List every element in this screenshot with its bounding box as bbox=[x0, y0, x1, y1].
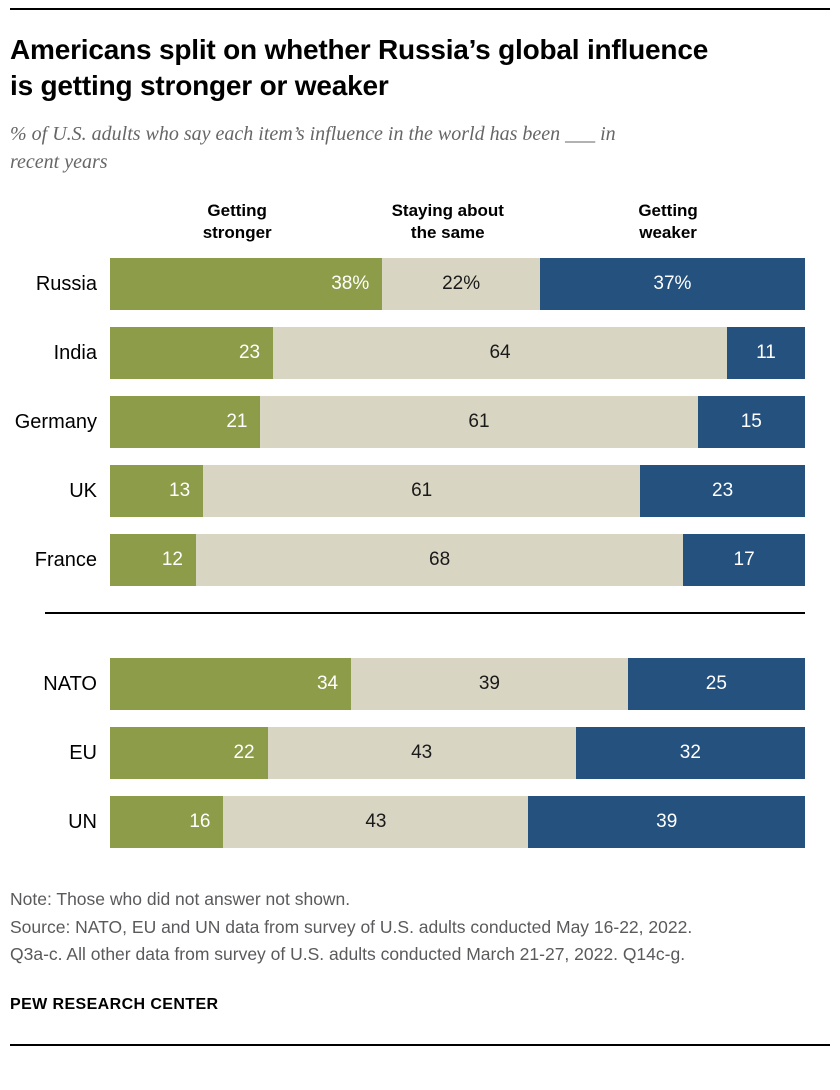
row-label: UN bbox=[68, 810, 97, 833]
segment-stronger: 21 bbox=[110, 396, 261, 449]
segment-same: 39 bbox=[351, 658, 628, 711]
bar-groups: Russia 38% 22% 37% India 23 64 11 Germany 21 61 15 U… bbox=[10, 258, 830, 849]
stacked-bar: 13 61 23 bbox=[110, 465, 805, 518]
chart-subtitle-line1: % of U.S. adults who say each item’s inf… bbox=[10, 122, 616, 145]
segment-stronger: 16 bbox=[110, 796, 224, 849]
bar-row-eu: EU 22 43 32 bbox=[10, 727, 830, 780]
bar-row-nato: NATO 34 39 25 bbox=[10, 658, 830, 711]
segment-stronger: 22 bbox=[110, 727, 268, 780]
row-label: EU bbox=[69, 741, 97, 764]
segment-value: 22 bbox=[233, 742, 255, 764]
stacked-bar: 34 39 25 bbox=[110, 658, 805, 711]
segment-value: 37% bbox=[653, 273, 692, 295]
chart-title-line2: is getting stronger or weaker bbox=[10, 69, 389, 101]
bottom-rule bbox=[10, 1043, 830, 1046]
segment-value: 39 bbox=[656, 811, 678, 833]
row-label: Germany bbox=[14, 410, 97, 433]
chart-footer: Note: Those who did not answer not shown… bbox=[10, 886, 830, 967]
segment-value: 38% bbox=[331, 273, 370, 295]
stacked-bar-chart: Getting stronger Staying about the same … bbox=[10, 194, 830, 849]
top-rule bbox=[10, 8, 830, 10]
segment-value: 17 bbox=[733, 549, 755, 571]
chart-title: Americans split on whether Russia’s glob… bbox=[10, 32, 830, 104]
row-label: India bbox=[53, 341, 97, 364]
bar-row-india: India 23 64 11 bbox=[10, 327, 830, 380]
segment-weaker: 11 bbox=[726, 327, 805, 380]
segment-value: 61 bbox=[411, 480, 433, 502]
chart-subtitle: % of U.S. adults who say each item’s inf… bbox=[10, 120, 830, 177]
bar-row-france: France 12 68 17 bbox=[10, 534, 830, 587]
segment-value: 32 bbox=[679, 742, 701, 764]
note-text: Note: Those who did not answer not shown… bbox=[10, 889, 351, 910]
segment-value: 11 bbox=[756, 342, 776, 364]
header-getting-stronger: Getting stronger bbox=[202, 201, 272, 243]
segment-value: 21 bbox=[226, 411, 248, 433]
source-text-line2: Q3a-c. All other data from survey of U.S… bbox=[10, 943, 686, 964]
stacked-bar: 12 68 17 bbox=[110, 534, 805, 587]
bar-row-russia: Russia 38% 22% 37% bbox=[10, 258, 830, 311]
row-label: UK bbox=[69, 479, 97, 502]
bar-row-uk: UK 13 61 23 bbox=[10, 465, 830, 518]
segment-same: 43 bbox=[223, 796, 529, 849]
chart-card: Americans split on whether Russia’s glob… bbox=[10, 8, 830, 1046]
segment-value: 12 bbox=[161, 549, 183, 571]
stacked-bar: 38% 22% 37% bbox=[110, 258, 805, 311]
segment-value: 25 bbox=[705, 673, 727, 695]
segment-weaker: 39 bbox=[528, 796, 805, 849]
segment-same: 61 bbox=[260, 396, 698, 449]
stacked-bar: 22 43 32 bbox=[110, 727, 805, 780]
segment-value: 16 bbox=[189, 811, 211, 833]
header-staying-about-the-same: Staying about the same bbox=[391, 201, 504, 243]
segment-value: 34 bbox=[316, 673, 339, 695]
segment-same: 43 bbox=[267, 727, 576, 780]
header-getting-weaker: Getting weaker bbox=[638, 201, 698, 243]
segment-value: 61 bbox=[468, 411, 490, 433]
segment-weaker: 23 bbox=[640, 465, 805, 518]
segment-value: 43 bbox=[411, 742, 433, 764]
segment-weaker: 37% bbox=[539, 258, 805, 311]
segment-weaker: 17 bbox=[683, 534, 805, 587]
segment-stronger: 13 bbox=[110, 465, 204, 518]
segment-weaker: 25 bbox=[627, 658, 805, 711]
series-headers: Getting stronger Staying about the same … bbox=[110, 194, 805, 248]
chart-subtitle-line2: recent years bbox=[10, 151, 108, 174]
segment-value: 23 bbox=[712, 480, 734, 502]
stacked-bar: 23 64 11 bbox=[110, 327, 805, 380]
segment-value: 13 bbox=[169, 480, 191, 502]
stacked-bar: 21 61 15 bbox=[110, 396, 805, 449]
segment-value: 23 bbox=[238, 342, 261, 364]
segment-same: 68 bbox=[195, 534, 684, 587]
row-label: NATO bbox=[43, 672, 97, 695]
segment-same: 22% bbox=[382, 258, 540, 311]
segment-weaker: 32 bbox=[575, 727, 805, 780]
segment-stronger: 23 bbox=[110, 327, 274, 380]
segment-same: 64 bbox=[273, 327, 727, 380]
segment-value: 39 bbox=[478, 673, 500, 695]
group-divider bbox=[45, 612, 805, 615]
chart-title-line1: Americans split on whether Russia’s glob… bbox=[10, 34, 709, 65]
row-label: Russia bbox=[35, 272, 97, 295]
segment-value: 43 bbox=[365, 811, 387, 833]
source-text-line1: Source: NATO, EU and UN data from survey… bbox=[10, 916, 693, 937]
segment-value: 68 bbox=[429, 549, 451, 571]
segment-value: 15 bbox=[740, 411, 762, 433]
segment-stronger: 12 bbox=[110, 534, 196, 587]
segment-value: 64 bbox=[489, 342, 511, 364]
segment-stronger: 38% bbox=[110, 258, 383, 311]
segment-weaker: 15 bbox=[697, 396, 805, 449]
bar-row-un: UN 16 43 39 bbox=[10, 796, 830, 849]
brand-pew-research-center: PEW RESEARCH CENTER bbox=[10, 995, 219, 1013]
segment-value: 22% bbox=[442, 273, 481, 295]
stacked-bar: 16 43 39 bbox=[110, 796, 805, 849]
row-label: France bbox=[34, 548, 97, 571]
bar-row-germany: Germany 21 61 15 bbox=[10, 396, 830, 449]
segment-same: 61 bbox=[203, 465, 641, 518]
segment-stronger: 34 bbox=[110, 658, 352, 711]
